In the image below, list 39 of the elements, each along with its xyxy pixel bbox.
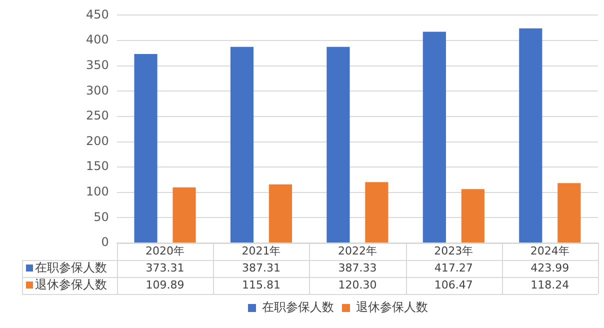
x-tick-label: 2020年	[146, 244, 185, 258]
y-tick-label: 350	[86, 58, 109, 72]
data-label: 109.89	[146, 278, 184, 292]
data-label: 106.47	[434, 278, 473, 292]
bar	[558, 183, 581, 242]
data-label: 417.27	[434, 261, 473, 274]
bar	[268, 184, 292, 242]
legend-label: 退休参保人数	[356, 300, 428, 314]
x-tick-label: 2023年	[434, 244, 474, 258]
text: 退休参保人数	[35, 278, 107, 292]
x-tick-label: 2024年	[530, 244, 570, 258]
data-label: 423.99	[530, 261, 570, 274]
bar	[134, 54, 158, 242]
legend-label: 在职参保人数	[35, 260, 107, 275]
bar	[326, 46, 350, 242]
data-label: 115.81	[242, 278, 280, 292]
y-tick-label: 0	[101, 235, 109, 250]
y-tick-label: 200	[86, 134, 109, 148]
bar	[461, 189, 484, 242]
data-label: 118.24	[530, 278, 570, 292]
y-tick-label: 450	[86, 7, 109, 22]
data-label: 387.33	[338, 261, 377, 274]
text: 在职参保人数	[262, 300, 334, 314]
x-tick-label: 2021年	[242, 244, 281, 258]
bar	[230, 46, 254, 242]
data-label: 120.30	[338, 278, 377, 292]
y-tick-label: 400	[86, 32, 109, 47]
bar	[519, 28, 542, 242]
y-tick-label: 150	[86, 159, 109, 174]
data-label: 387.31	[242, 261, 280, 274]
data-label: 373.31	[146, 261, 184, 274]
y-tick-label: 300	[86, 83, 109, 98]
bar	[422, 32, 446, 242]
bar	[365, 182, 388, 242]
y-tick-label: 250	[86, 108, 109, 123]
y-tick-label: 50	[94, 210, 109, 224]
y-tick-label: 100	[86, 184, 109, 199]
x-tick-label: 2022年	[338, 244, 377, 258]
bar	[172, 187, 196, 242]
